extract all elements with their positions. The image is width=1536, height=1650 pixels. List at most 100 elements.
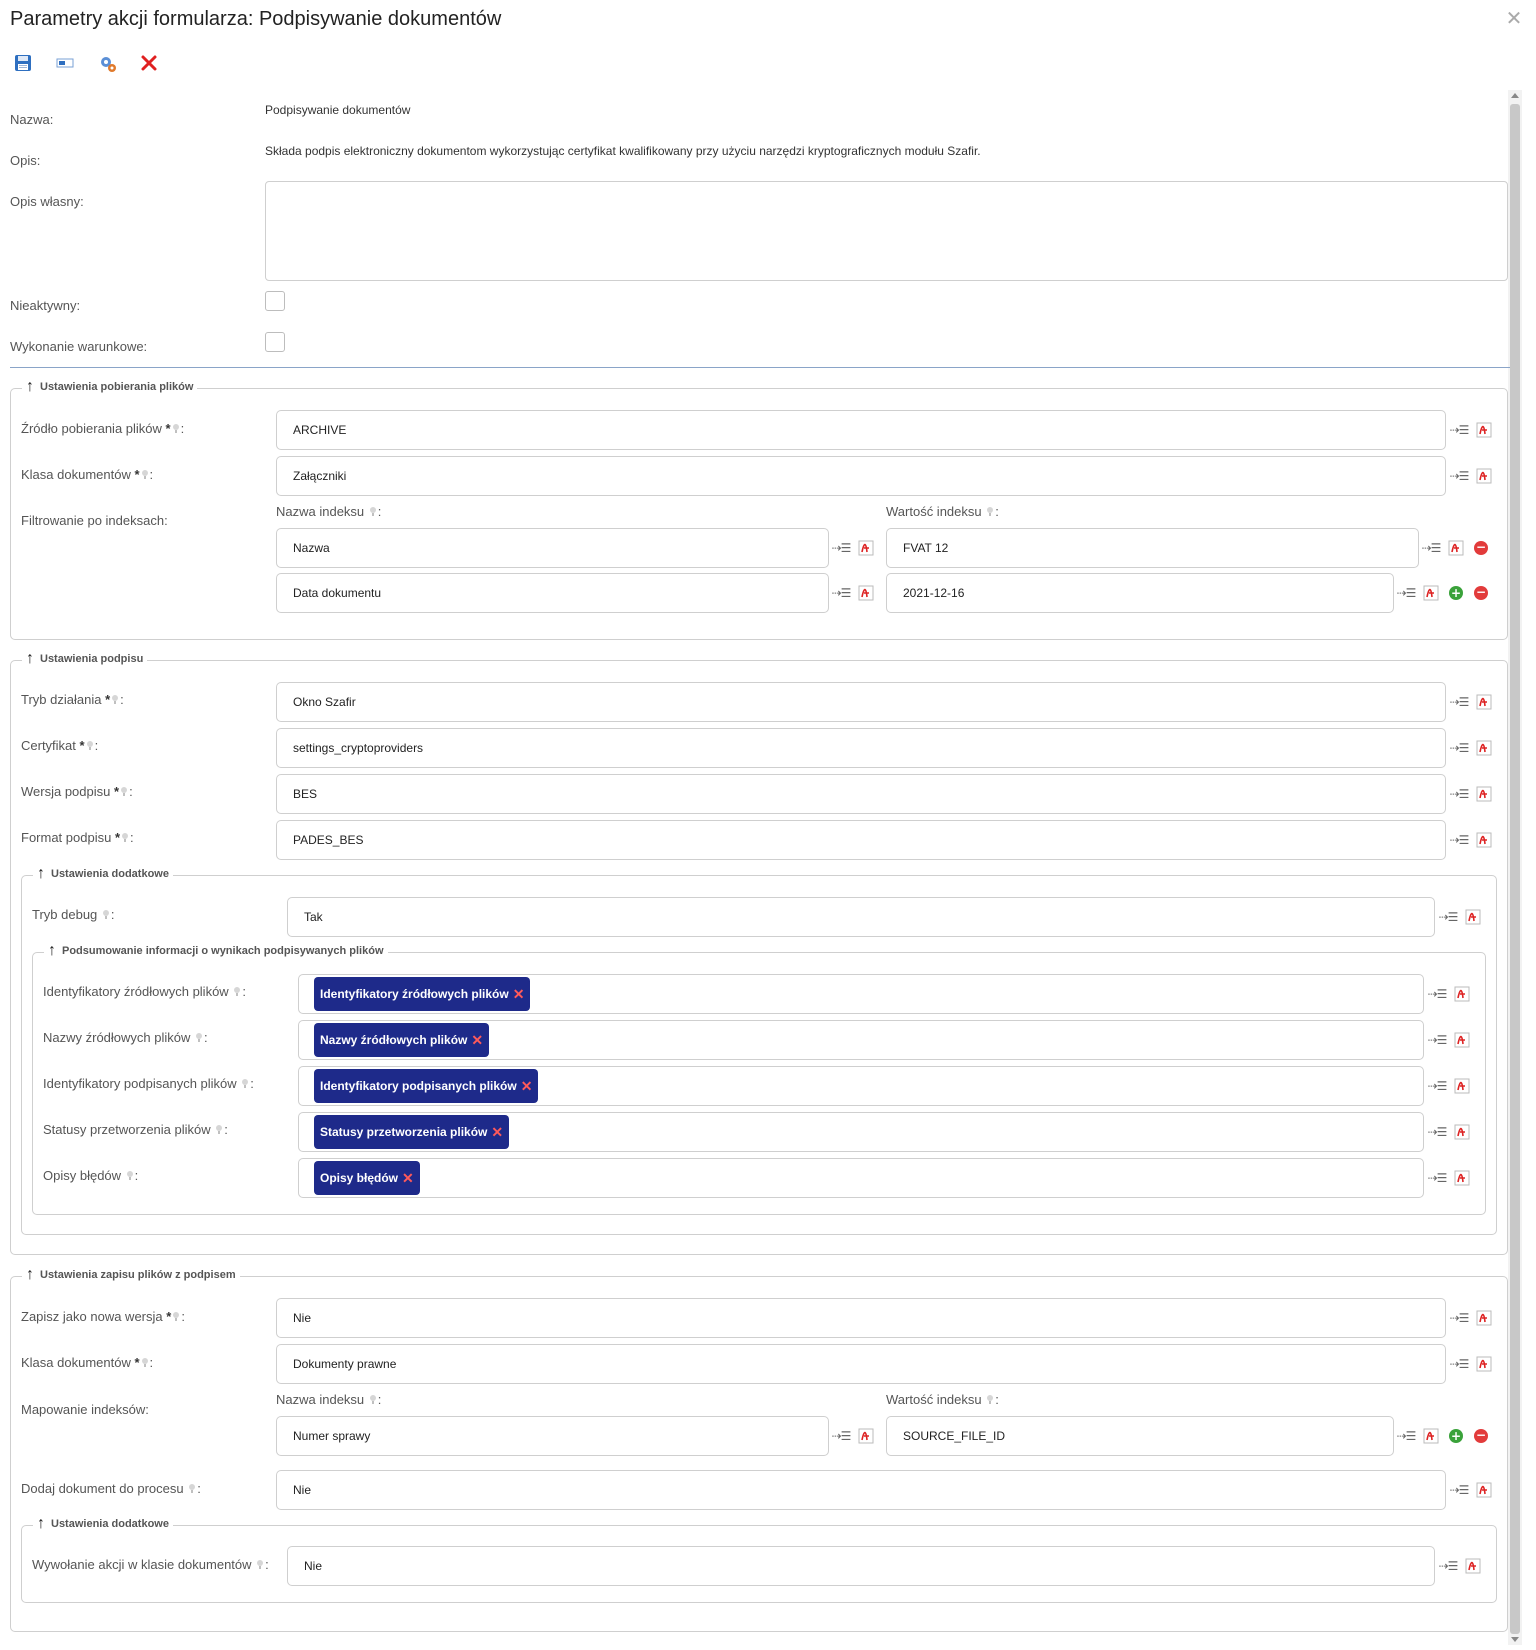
function-icon[interactable] — [1464, 908, 1482, 926]
mapping-icon[interactable]: ⇢☰ — [1427, 1079, 1448, 1093]
source-input[interactable]: ARCHIVE — [276, 410, 1446, 450]
add-row-icon[interactable]: + — [1449, 586, 1463, 600]
hint-icon — [172, 1312, 180, 1322]
mapping-icon[interactable]: ⇢☰ — [831, 586, 852, 600]
add-row-icon[interactable]: + — [1449, 1429, 1463, 1443]
own-desc-textarea[interactable] — [265, 181, 1508, 281]
mapping-icon[interactable]: ⇢☰ — [1396, 1429, 1417, 1443]
mapping-icon[interactable]: ⇢☰ — [1449, 1483, 1470, 1497]
inactive-checkbox[interactable] — [265, 291, 285, 311]
mapping-icon[interactable]: ⇢☰ — [1438, 1559, 1459, 1573]
signature-settings-legend[interactable]: ↑ Ustawienia podpisu — [22, 651, 148, 667]
legend-text: Ustawienia podpisu — [40, 653, 144, 665]
cert-input[interactable]: settings_cryptoproviders — [276, 728, 1446, 768]
remove-tag-icon[interactable]: ✕ — [520, 1077, 533, 1094]
summary-legend[interactable]: ↑ Podsumowanie informacji o wynikach podp… — [44, 943, 388, 959]
function-icon[interactable] — [1475, 785, 1493, 803]
save-class-label: Klasa dokumentów *: — [21, 1355, 154, 1370]
function-icon[interactable] — [1475, 831, 1493, 849]
function-icon[interactable] — [1475, 693, 1493, 711]
desc-label: Opis: — [10, 153, 41, 168]
function-icon[interactable] — [1475, 467, 1493, 485]
remove-row-icon[interactable]: − — [1474, 585, 1488, 600]
mapping-icon[interactable]: ⇢☰ — [1449, 833, 1470, 847]
function-icon[interactable] — [1422, 584, 1440, 602]
function-icon[interactable] — [1475, 739, 1493, 757]
remove-row-icon[interactable]: − — [1474, 1428, 1488, 1443]
function-icon[interactable] — [1453, 1031, 1471, 1049]
remove-tag-icon[interactable]: ✕ — [491, 1123, 504, 1140]
close-icon[interactable]: ✕ — [1505, 6, 1523, 30]
conditional-checkbox[interactable] — [265, 332, 285, 352]
index-name-input[interactable]: Data dokumentu — [276, 573, 829, 613]
hint-icon — [369, 507, 377, 517]
hint-icon — [121, 833, 129, 843]
mapping-icon[interactable]: ⇢☰ — [1449, 423, 1470, 437]
mapping-icon[interactable]: ⇢☰ — [1449, 1311, 1470, 1325]
remove-row-icon[interactable]: − — [1474, 540, 1488, 555]
index-value-input[interactable]: FVAT 12 — [886, 528, 1419, 568]
hint-icon — [986, 1395, 994, 1405]
function-icon[interactable] — [1453, 1077, 1471, 1095]
settings-icon[interactable] — [98, 54, 120, 76]
new-version-input[interactable]: Nie — [276, 1298, 1446, 1338]
mapping-icon[interactable]: ⇢☰ — [1427, 1125, 1448, 1139]
function-icon[interactable] — [1475, 1481, 1493, 1499]
remove-tag-icon[interactable]: ✕ — [471, 1031, 484, 1048]
function-icon[interactable] — [1475, 1355, 1493, 1373]
save-settings-legend[interactable]: ↑ Ustawienia zapisu plików z podpisem — [22, 1267, 240, 1283]
scroll-down-icon[interactable] — [1511, 1637, 1519, 1642]
index-value-input[interactable]: 2021-12-16 — [886, 573, 1394, 613]
function-icon[interactable] — [1475, 1309, 1493, 1327]
mapping-icon[interactable]: ⇢☰ — [1396, 586, 1417, 600]
mapping-icon[interactable]: ⇢☰ — [1449, 741, 1470, 755]
version-input[interactable]: BES — [276, 774, 1446, 814]
function-icon[interactable] — [1464, 1557, 1482, 1575]
hint-icon — [86, 741, 94, 751]
signature-extra-legend[interactable]: ↑ Ustawienia dodatkowe — [33, 866, 173, 882]
save-icon[interactable] — [14, 54, 36, 76]
add-to-process-input[interactable]: Nie — [276, 1470, 1446, 1510]
class-input[interactable]: Załączniki — [276, 456, 1446, 496]
save-extra-legend[interactable]: ↑ Ustawienia dodatkowe — [33, 1516, 173, 1532]
mapping-icon[interactable]: ⇢☰ — [1449, 469, 1470, 483]
index-name-input[interactable]: Nazwa — [276, 528, 829, 568]
invoke-input[interactable]: Nie — [287, 1546, 1435, 1586]
function-icon[interactable] — [1422, 1427, 1440, 1445]
mapping-icon[interactable]: ⇢☰ — [1427, 1033, 1448, 1047]
format-input[interactable]: PADES_BES — [276, 820, 1446, 860]
map-name-input[interactable]: Numer sprawy — [276, 1416, 829, 1456]
field-icon[interactable] — [56, 54, 78, 76]
function-icon[interactable] — [1453, 1169, 1471, 1187]
function-icon[interactable] — [857, 584, 875, 602]
save-class-input[interactable]: Dokumenty prawne — [276, 1344, 1446, 1384]
scrollbar-thumb[interactable] — [1510, 104, 1520, 1634]
legend-text: Ustawienia zapisu plików z podpisem — [40, 1269, 236, 1281]
scrollbar[interactable] — [1508, 90, 1522, 1645]
debug-input[interactable]: Tak — [287, 897, 1435, 937]
remove-tag-icon[interactable]: ✕ — [512, 985, 525, 1002]
function-icon[interactable] — [857, 539, 875, 557]
mapping-icon[interactable]: ⇢☰ — [1449, 1357, 1470, 1371]
function-icon[interactable] — [1453, 985, 1471, 1003]
function-icon[interactable] — [1453, 1123, 1471, 1141]
mapping-label: Mapowanie indeksów: — [21, 1402, 149, 1417]
mapping-icon[interactable]: ⇢☰ — [1427, 987, 1448, 1001]
function-icon[interactable] — [1447, 539, 1465, 557]
mapping-icon[interactable]: ⇢☰ — [831, 541, 852, 555]
mapping-icon[interactable]: ⇢☰ — [1427, 1171, 1448, 1185]
remove-tag-icon[interactable]: ✕ — [402, 1169, 414, 1186]
mode-input[interactable]: Okno Szafir — [276, 682, 1446, 722]
map-value-input[interactable]: SOURCE_FILE_ID — [886, 1416, 1394, 1456]
delete-icon[interactable] — [140, 54, 162, 76]
mapping-icon[interactable]: ⇢☰ — [831, 1429, 852, 1443]
download-settings-legend[interactable]: ↑ Ustawienia pobierania plików — [22, 379, 198, 395]
summary-tag-input[interactable] — [298, 1158, 1424, 1198]
mapping-icon[interactable]: ⇢☰ — [1449, 787, 1470, 801]
function-icon[interactable] — [857, 1427, 875, 1445]
scroll-up-icon[interactable] — [1511, 93, 1519, 98]
mapping-icon[interactable]: ⇢☰ — [1449, 695, 1470, 709]
mapping-icon[interactable]: ⇢☰ — [1421, 541, 1442, 555]
mapping-icon[interactable]: ⇢☰ — [1438, 910, 1459, 924]
function-icon[interactable] — [1475, 421, 1493, 439]
